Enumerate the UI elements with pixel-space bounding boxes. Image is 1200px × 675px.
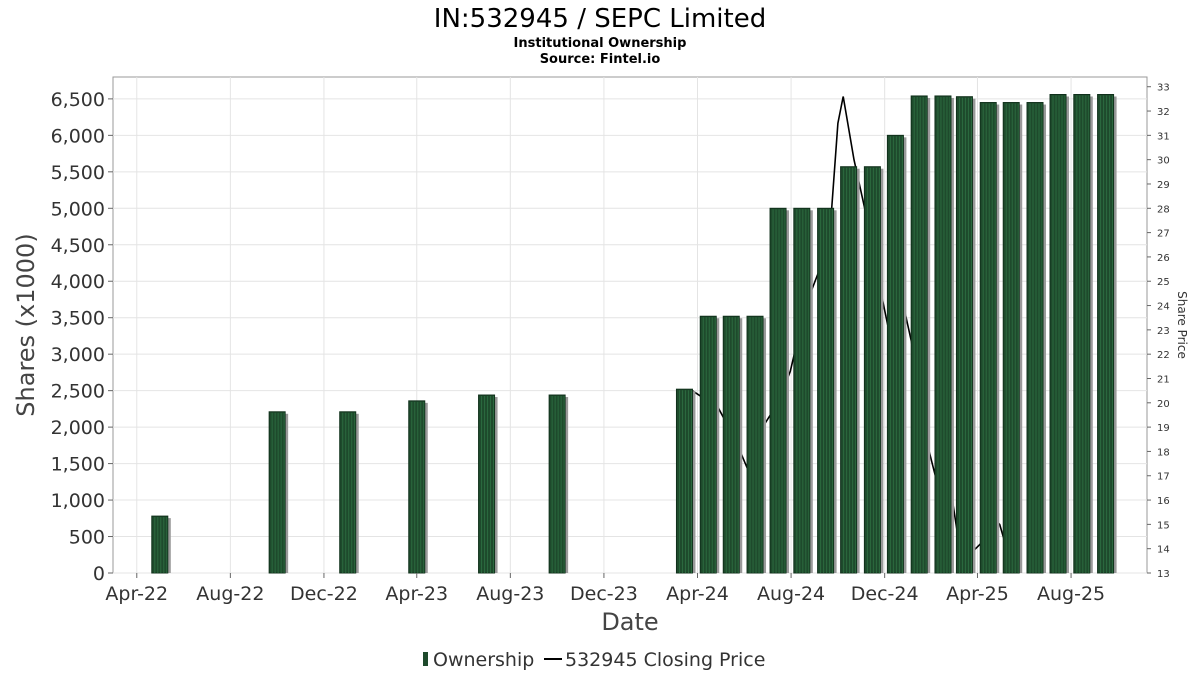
- y-tick-label: 3,000: [51, 344, 105, 366]
- ownership-bar: [1026, 102, 1047, 574]
- y-tick-label: 4,500: [51, 235, 105, 257]
- ownership-bar: [817, 207, 837, 574]
- y-axis-ticks: 0 500 1,000 1,500 2,000 2,500 3,000 3,500 4,000 4…: [51, 89, 113, 585]
- y-tick-label: 5,500: [51, 162, 105, 184]
- legend-price-label: 532945 Closing Price: [565, 649, 765, 671]
- ownership-bar: [863, 166, 884, 574]
- y2-tick-label: 13: [1157, 569, 1170, 580]
- y-axis-label: Shares (x1000): [12, 233, 40, 416]
- y2-tick-label: 31: [1157, 131, 1170, 142]
- y2-tick-label: 21: [1157, 374, 1170, 385]
- ownership-bar: [979, 102, 1000, 574]
- ownership-bar: [746, 315, 767, 574]
- y2-tick-label: 26: [1157, 253, 1170, 264]
- y2-tick-label: 16: [1157, 496, 1170, 507]
- y2-axis-ticks: 13 14 15 16 17 18 19 20 21 22 23 24 25 26 27 28 29 30 31 32…: [1147, 83, 1170, 580]
- ownership-bar: [840, 166, 860, 574]
- y2-tick-label: 27: [1157, 229, 1170, 240]
- x-tick-label: Dec-24: [851, 583, 919, 605]
- y2-tick-label: 23: [1157, 326, 1170, 337]
- ownership-bar: [886, 134, 907, 574]
- ownership-bar: [793, 207, 813, 574]
- x-tick-label: Dec-23: [570, 583, 638, 605]
- x-tick-label: Dec-22: [290, 583, 358, 605]
- ownership-bar: [408, 400, 428, 574]
- ownership-bar: [1002, 102, 1023, 574]
- chart-title: IN:532945 / SEPC Limited: [434, 4, 766, 34]
- ownership-bar: [548, 394, 569, 574]
- y-tick-label: 1,000: [51, 490, 105, 512]
- y2-axis-label: Share Price: [1175, 291, 1189, 359]
- x-tick-label: Aug-25: [1037, 583, 1105, 605]
- ownership-bar: [268, 411, 289, 574]
- y2-tick-label: 30: [1157, 156, 1170, 167]
- ownership-bar: [675, 388, 696, 574]
- y2-tick-label: 29: [1157, 180, 1170, 191]
- ownership-bar: [699, 315, 720, 574]
- y2-tick-label: 19: [1157, 423, 1170, 434]
- ownership-bar: [151, 515, 171, 574]
- ownership-bar: [910, 95, 931, 574]
- y-tick-label: 6,000: [51, 125, 105, 147]
- x-axis-ticks: Apr-22 Aug-22 Dec-22 Apr-23 Aug-23 Dec-23 Apr-…: [105, 573, 1105, 605]
- y2-tick-label: 17: [1157, 472, 1170, 483]
- y-tick-label: 4,000: [51, 271, 105, 293]
- y2-tick-label: 32: [1157, 107, 1170, 118]
- y2-tick-label: 20: [1157, 399, 1170, 410]
- y-tick-label: 500: [69, 527, 105, 549]
- y-tick-label: 1,500: [51, 454, 105, 476]
- ownership-bar: [478, 394, 498, 574]
- y2-tick-label: 18: [1157, 447, 1170, 458]
- y2-tick-label: 24: [1157, 302, 1170, 313]
- x-tick-label: Apr-23: [385, 583, 448, 605]
- y2-tick-label: 28: [1157, 204, 1170, 215]
- chart-source: Source: Fintel.io: [540, 52, 661, 67]
- legend: Ownership 532945 Closing Price: [423, 649, 765, 671]
- y-tick-label: 2,000: [51, 417, 105, 439]
- ownership-bar: [934, 95, 954, 574]
- legend-ownership-label: Ownership: [433, 649, 534, 671]
- ownership-bar: [1097, 94, 1117, 574]
- y2-tick-label: 14: [1157, 545, 1170, 556]
- x-axis-label: Date: [601, 608, 658, 636]
- y-tick-label: 6,500: [51, 89, 105, 111]
- ownership-bar: [339, 411, 359, 574]
- ownership-bar: [955, 96, 976, 574]
- y-tick-label: 5,000: [51, 198, 105, 220]
- ownership-bar: [769, 207, 790, 574]
- chart-subtitle: Institutional Ownership: [514, 36, 687, 51]
- y2-tick-label: 22: [1157, 350, 1170, 361]
- x-tick-label: Apr-24: [666, 583, 729, 605]
- y-tick-label: 0: [93, 563, 105, 585]
- y-tick-label: 2,500: [51, 381, 105, 403]
- y2-tick-label: 33: [1157, 83, 1170, 94]
- x-tick-label: Aug-24: [757, 583, 825, 605]
- y2-tick-label: 25: [1157, 277, 1170, 288]
- y2-tick-label: 15: [1157, 520, 1170, 531]
- ownership-bars: [151, 94, 1117, 574]
- ownership-bar: [1049, 94, 1070, 574]
- ownership-bar: [722, 315, 743, 574]
- x-tick-label: Apr-22: [105, 583, 168, 605]
- y-tick-label: 3,500: [51, 308, 105, 330]
- x-tick-label: Aug-22: [196, 583, 264, 605]
- x-tick-label: Apr-25: [946, 583, 1009, 605]
- legend-ownership-swatch: [423, 652, 428, 666]
- ownership-bar: [1073, 94, 1093, 574]
- x-tick-label: Aug-23: [476, 583, 544, 605]
